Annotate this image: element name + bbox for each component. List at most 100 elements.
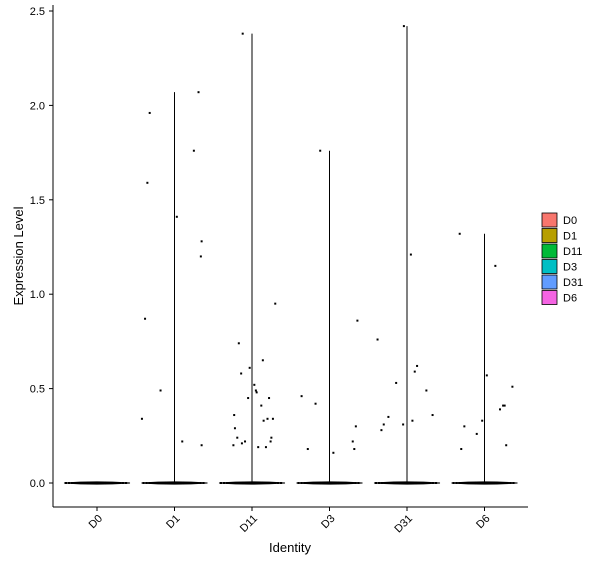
x-axis-title: Identity xyxy=(269,540,311,555)
y-ticks: 0.0 0.5 1.0 1.5 2.0 2.5 xyxy=(30,6,53,490)
data-point xyxy=(256,482,258,484)
data-point xyxy=(314,402,317,405)
legend-label: D31 xyxy=(563,277,583,289)
data-point xyxy=(330,482,333,484)
data-point xyxy=(512,482,515,484)
data-point xyxy=(169,482,172,484)
data-point xyxy=(192,149,195,152)
data-point xyxy=(464,482,467,484)
data-point xyxy=(485,482,488,484)
data-point xyxy=(357,482,360,484)
data-point xyxy=(300,482,303,484)
data-point xyxy=(353,448,356,451)
data-point xyxy=(395,381,398,384)
y-tick-label: 2.5 xyxy=(30,6,45,18)
data-point xyxy=(274,302,277,305)
data-point xyxy=(297,482,300,484)
data-point xyxy=(95,482,97,484)
data-point xyxy=(271,482,273,484)
data-point xyxy=(500,482,503,484)
data-point xyxy=(387,415,390,418)
data-point xyxy=(74,482,76,484)
data-point xyxy=(356,319,359,322)
data-point xyxy=(269,440,272,443)
data-point xyxy=(232,444,235,447)
data-point xyxy=(223,482,225,484)
data-point xyxy=(142,482,145,484)
data-point xyxy=(339,482,342,484)
data-point xyxy=(382,423,385,426)
data-point xyxy=(262,419,265,422)
legend-label: D1 xyxy=(563,231,577,243)
data-point xyxy=(253,383,256,386)
data-point xyxy=(390,482,392,484)
data-point xyxy=(470,482,473,484)
data-point xyxy=(409,253,412,256)
violin-d11 xyxy=(218,33,286,485)
data-point xyxy=(416,364,419,367)
points-layer xyxy=(65,25,515,484)
data-point xyxy=(113,482,115,484)
data-point xyxy=(159,389,162,392)
data-point xyxy=(196,482,199,484)
data-point xyxy=(342,482,345,484)
data-point xyxy=(402,482,404,484)
data-point xyxy=(502,404,505,407)
data-point xyxy=(116,482,118,484)
data-point xyxy=(506,482,509,484)
data-point xyxy=(178,482,181,484)
data-point xyxy=(248,366,251,369)
data-point xyxy=(235,482,237,484)
data-point xyxy=(260,404,263,407)
data-point xyxy=(110,482,112,484)
data-point xyxy=(187,482,190,484)
data-point xyxy=(432,482,434,484)
data-point xyxy=(193,482,196,484)
data-point xyxy=(420,482,422,484)
x-tick-label: D1 xyxy=(164,513,182,531)
data-point xyxy=(244,482,246,484)
data-point xyxy=(511,385,514,388)
data-point xyxy=(380,429,383,432)
x-ticks: D0 D1 D11 D3 D31 D6 xyxy=(87,507,493,535)
data-point xyxy=(92,482,94,484)
y-tick-label: 0.0 xyxy=(30,478,45,490)
legend-swatch xyxy=(541,259,558,274)
violin-d3 xyxy=(296,150,363,485)
data-point xyxy=(65,482,67,484)
data-point xyxy=(77,482,79,484)
data-point xyxy=(240,372,243,375)
violin-d31 xyxy=(373,26,441,485)
data-point xyxy=(467,482,470,484)
legend-label: D11 xyxy=(563,246,582,258)
data-point xyxy=(405,482,407,484)
data-point xyxy=(376,338,379,341)
data-point xyxy=(423,482,425,484)
data-point xyxy=(494,482,497,484)
data-point xyxy=(184,482,187,484)
x-tick-label: D3 xyxy=(319,513,337,531)
data-point xyxy=(148,482,151,484)
data-point xyxy=(458,482,461,484)
data-point xyxy=(140,417,143,420)
data-point xyxy=(497,482,500,484)
legend-swatch xyxy=(541,290,558,305)
data-point xyxy=(408,482,410,484)
data-point xyxy=(197,91,200,94)
data-point xyxy=(146,181,149,184)
violin-d1 xyxy=(141,92,208,485)
data-point xyxy=(348,482,351,484)
x-tick-label: D0 xyxy=(87,513,105,531)
data-point xyxy=(145,482,148,484)
data-point xyxy=(375,482,377,484)
data-point xyxy=(336,482,339,484)
data-point xyxy=(101,482,103,484)
data-point xyxy=(381,482,383,484)
data-point xyxy=(271,417,274,420)
data-point xyxy=(247,397,250,400)
y-tick-label: 1.5 xyxy=(30,195,45,207)
data-point xyxy=(241,32,244,35)
data-point xyxy=(175,215,178,218)
data-point xyxy=(411,419,414,422)
data-point xyxy=(163,482,166,484)
